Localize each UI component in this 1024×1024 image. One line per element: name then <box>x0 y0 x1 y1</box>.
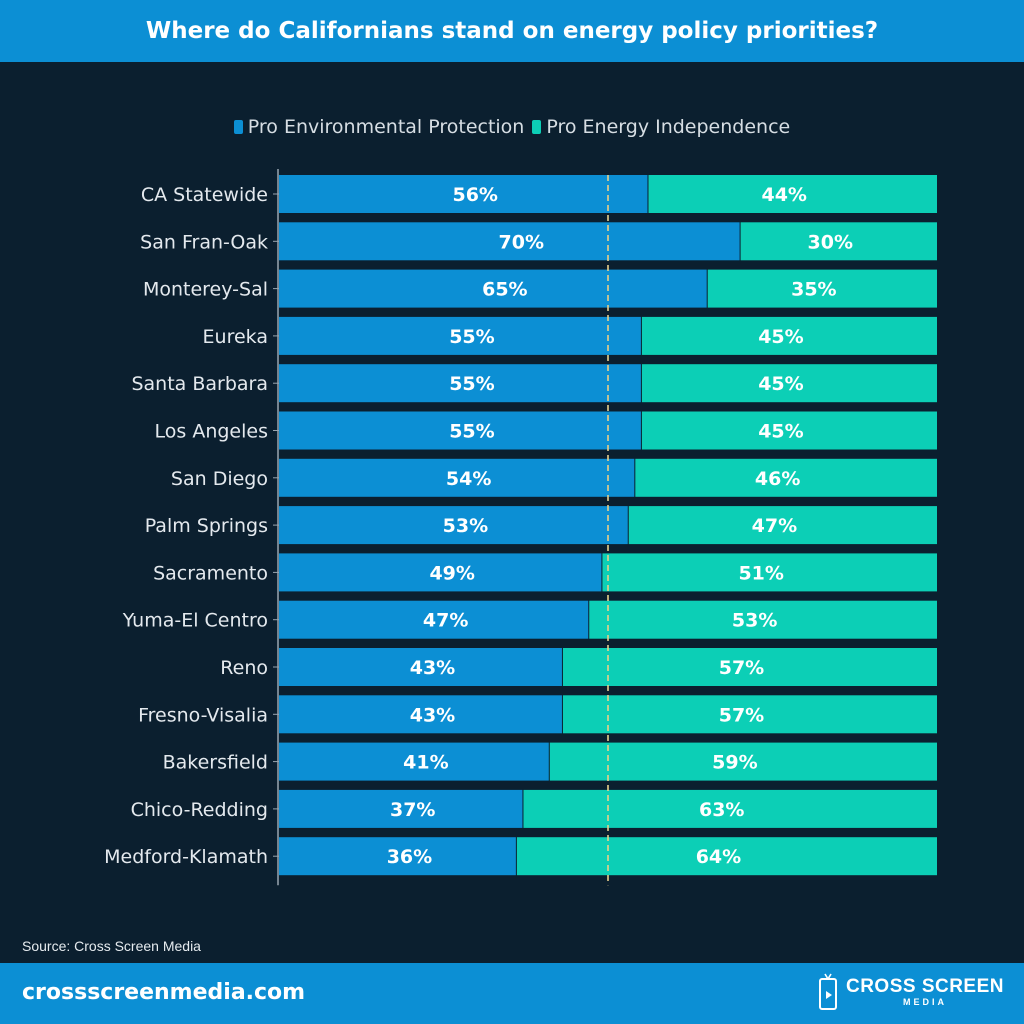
chart-legend: Pro Environmental Protection Pro Energy … <box>0 116 1024 138</box>
data-label-env: 53% <box>443 515 488 537</box>
data-label-env: 55% <box>449 373 494 395</box>
bar-indep <box>635 458 937 497</box>
data-label-indep: 47% <box>752 515 797 537</box>
category-label: Santa Barbara <box>131 373 268 395</box>
tv-icon <box>818 973 837 1010</box>
brand-sub: MEDIA <box>902 997 947 1007</box>
data-label-indep: 35% <box>791 279 836 301</box>
bar-indep <box>740 222 937 261</box>
data-label-indep: 30% <box>808 231 853 253</box>
bar-env <box>279 411 641 450</box>
bar-indep <box>523 789 937 828</box>
bar-indep <box>516 837 937 876</box>
bar-indep <box>562 695 937 734</box>
brand-logo: CROSS SCREEN MEDIA <box>818 973 1004 1011</box>
legend-swatch-indep <box>532 120 542 134</box>
chart-title: Where do Californians stand on energy po… <box>145 18 879 44</box>
site-url-link[interactable]: crossscreenmedia.com <box>22 980 306 1005</box>
data-label-env: 70% <box>499 231 544 253</box>
bar-indep <box>602 553 937 592</box>
data-label-indep: 45% <box>758 421 803 443</box>
brand-name: CROSS SCREEN <box>845 976 1004 997</box>
data-label-indep: 63% <box>699 799 744 821</box>
category-label: Yuma-El Centro <box>122 610 268 632</box>
bar-indep <box>589 600 937 639</box>
data-label-indep: 53% <box>732 610 777 632</box>
category-label: San Fran-Oak <box>140 231 268 253</box>
data-label-env: 56% <box>452 184 497 206</box>
data-label-indep: 57% <box>719 657 764 679</box>
data-label-env: 55% <box>449 421 494 443</box>
bar-indep <box>562 648 937 686</box>
data-label-env: 55% <box>449 326 494 348</box>
bar-env <box>279 316 641 355</box>
data-label-env: 41% <box>403 752 448 774</box>
bar-env <box>279 695 562 734</box>
legend-label-indep: Pro Energy Independence <box>546 116 791 138</box>
category-label: Reno <box>220 657 268 679</box>
data-label-env: 43% <box>410 704 455 726</box>
data-label-indep: 51% <box>738 562 783 584</box>
bar-indep <box>641 316 937 355</box>
bar-chart: CA Statewide 56% 44% San Fran-Oak 70% 30% Mont… <box>104 169 937 886</box>
bar-env <box>279 269 707 308</box>
bar-indep <box>707 269 937 308</box>
data-label-indep: 64% <box>696 846 741 868</box>
category-label: Medford-Klamath <box>104 846 268 868</box>
data-label-indep: 45% <box>758 373 803 395</box>
data-label-env: 37% <box>390 799 435 821</box>
bar-env <box>279 364 641 403</box>
data-label-env: 47% <box>423 610 468 632</box>
bar-env <box>279 742 549 781</box>
bar-indep <box>641 364 937 403</box>
source-note: Source: Cross Screen Media <box>22 938 201 954</box>
category-label: Fresno-Visalia <box>138 704 268 726</box>
category-label: Palm Springs <box>145 515 268 537</box>
legend-swatch-env <box>233 120 243 134</box>
legend-label-env: Pro Environmental Protection <box>247 116 525 138</box>
bar-env <box>279 222 740 261</box>
category-label: Sacramento <box>153 562 268 584</box>
bar-env <box>279 506 628 545</box>
data-label-indep: 45% <box>758 326 803 348</box>
data-label-env: 43% <box>410 657 455 679</box>
bar-env <box>279 600 589 639</box>
bar-env <box>279 553 602 592</box>
legend-item-indep: Pro Energy Independence <box>532 116 790 138</box>
category-label: San Diego <box>171 468 268 490</box>
bar-env <box>279 837 516 876</box>
category-label: Bakersfield <box>163 752 268 774</box>
bar-env <box>279 648 562 686</box>
bar-indep <box>641 411 937 450</box>
data-label-env: 54% <box>446 468 491 490</box>
data-label-indep: 59% <box>712 752 757 774</box>
legend-item-env: Pro Environmental Protection <box>233 116 525 138</box>
data-label-indep: 46% <box>755 468 800 490</box>
footer-bar: crossscreenmedia.com CROSS SCREEN MEDIA <box>0 963 1024 1024</box>
data-label-env: 36% <box>387 846 432 868</box>
data-label-env: 65% <box>482 279 527 301</box>
bar-env <box>279 458 635 497</box>
category-label: Monterey-Sal <box>143 279 268 301</box>
header-bar: Where do Californians stand on energy po… <box>0 0 1024 62</box>
category-label: Chico-Redding <box>131 799 268 821</box>
category-label: Los Angeles <box>155 421 268 443</box>
bar-env <box>279 789 523 828</box>
data-label-env: 49% <box>429 562 474 584</box>
category-label: CA Statewide <box>141 184 268 206</box>
bar-env <box>279 175 648 213</box>
category-label: Eureka <box>203 326 268 348</box>
bar-indep <box>648 175 937 213</box>
bar-indep <box>549 742 937 781</box>
data-label-indep: 44% <box>761 184 806 206</box>
data-label-indep: 57% <box>719 704 764 726</box>
bar-indep <box>628 506 937 545</box>
